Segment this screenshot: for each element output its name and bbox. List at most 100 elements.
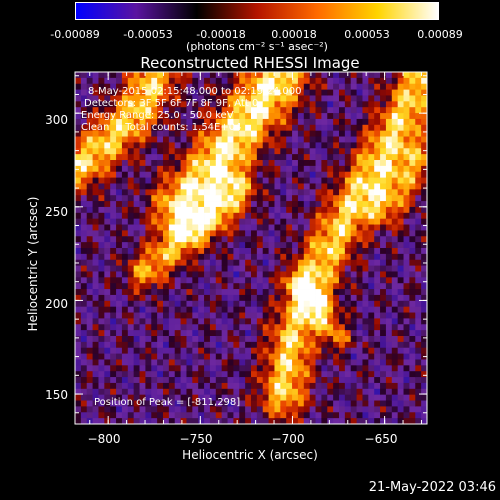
heatmap-cell xyxy=(362,195,369,202)
heatmap-cell xyxy=(344,412,352,419)
heatmap-cell xyxy=(221,218,228,225)
heatmap-cell xyxy=(180,160,187,167)
heatmap-cell xyxy=(280,160,287,167)
heatmap-cell xyxy=(221,89,228,96)
heatmap-cell xyxy=(339,77,346,85)
heatmap-cell xyxy=(163,359,170,366)
heatmap-cell xyxy=(356,253,363,261)
heatmap-cell xyxy=(75,183,82,190)
heatmap-cell xyxy=(127,341,135,349)
heatmap-cell xyxy=(333,230,340,237)
heatmap-cell xyxy=(233,388,240,396)
heatmap-cell xyxy=(86,130,93,137)
heatmap-cell xyxy=(221,400,228,407)
heatmap-cell xyxy=(145,353,152,360)
heatmap-cell xyxy=(303,218,311,225)
heatmap-cell xyxy=(297,347,305,354)
heatmap-cell xyxy=(198,412,205,419)
heatmap-cell xyxy=(415,212,422,220)
heatmap-cell xyxy=(421,400,428,407)
heatmap-cell xyxy=(256,218,264,225)
heatmap-cell xyxy=(391,242,399,249)
heatmap-cell xyxy=(292,201,299,208)
heatmap-cell xyxy=(327,95,334,102)
heatmap-cell xyxy=(356,183,363,190)
heatmap-cell xyxy=(245,347,252,354)
heatmap-cell xyxy=(280,277,287,284)
heatmap-cell xyxy=(209,107,217,114)
heatmap-cell xyxy=(116,277,123,284)
heatmap-cell xyxy=(415,347,422,354)
heatmap-cell xyxy=(204,242,211,249)
heatmap-cell xyxy=(315,347,322,354)
heatmap-cell xyxy=(245,242,252,249)
heatmap-cell xyxy=(268,242,275,249)
heatmap-cell xyxy=(380,347,387,354)
heatmap-cell xyxy=(292,72,299,79)
heatmap-cell xyxy=(151,294,158,302)
heatmap-cell xyxy=(262,206,269,214)
heatmap-cell xyxy=(380,306,387,313)
heatmap-cell xyxy=(344,118,352,126)
heatmap-cell xyxy=(80,347,88,354)
heatmap-cell xyxy=(339,89,346,96)
heatmap-cell xyxy=(321,371,328,378)
heatmap-cell xyxy=(403,148,410,155)
heatmap-cell xyxy=(409,107,416,114)
heatmap-cell xyxy=(75,406,82,413)
heatmap-cell xyxy=(368,72,375,79)
heatmap-cell xyxy=(397,365,404,372)
heatmap-cell xyxy=(421,324,428,331)
heatmap-cell xyxy=(221,294,228,302)
heatmap-cell xyxy=(251,206,258,214)
heatmap-cell xyxy=(297,336,305,343)
heatmap-cell xyxy=(262,177,269,184)
heatmap-cell xyxy=(280,253,287,261)
heatmap-cell xyxy=(262,289,269,296)
heatmap-cell xyxy=(151,312,158,319)
heatmap-cell xyxy=(174,406,181,413)
heatmap-cell xyxy=(204,353,211,360)
heatmap-cell xyxy=(139,242,146,249)
heatmap-cell xyxy=(86,265,93,272)
heatmap-cell xyxy=(221,248,228,255)
heatmap-cell xyxy=(227,201,234,208)
heatmap-cell xyxy=(209,365,217,372)
heatmap-cell xyxy=(409,248,416,255)
heatmap-cell xyxy=(127,271,135,278)
heatmap-cell xyxy=(262,165,269,173)
heatmap-cell xyxy=(327,113,334,120)
heatmap-cell xyxy=(139,371,146,378)
heatmap-cell xyxy=(321,300,328,308)
heatmap-cell xyxy=(380,142,387,149)
heatmap-cell xyxy=(221,312,228,319)
heatmap-cell xyxy=(110,253,117,261)
heatmap-cell xyxy=(209,341,217,349)
heatmap-cell xyxy=(215,365,223,372)
heatmap-cell xyxy=(92,318,99,325)
heatmap-cell xyxy=(309,371,316,378)
heatmap-cell xyxy=(86,388,93,396)
heatmap-cell xyxy=(380,124,387,132)
heatmap-cell xyxy=(309,377,316,384)
heatmap-cell xyxy=(198,406,205,413)
heatmap-cell xyxy=(391,72,399,79)
heatmap-cell xyxy=(110,130,117,137)
heatmap-cell xyxy=(280,418,287,425)
heatmap-cell xyxy=(151,148,158,155)
heatmap-cell xyxy=(145,95,152,102)
peak-position-annotation: Position of Peak = [-811,298] xyxy=(94,397,241,408)
heatmap-cell xyxy=(110,189,117,196)
clean-counts-annotation: Clean Total counts: 1.54E+04 xyxy=(81,122,242,133)
heatmap-cell xyxy=(350,154,357,161)
heatmap-cell xyxy=(280,224,287,231)
heatmap-cell xyxy=(245,259,252,266)
heatmap-cell xyxy=(127,201,135,208)
heatmap-cell xyxy=(256,330,264,337)
heatmap-cell xyxy=(385,160,393,167)
heatmap-cell xyxy=(327,154,334,161)
heatmap-cell xyxy=(356,371,363,378)
heatmap-cell xyxy=(80,95,88,102)
heatmap-cell xyxy=(280,72,287,79)
heatmap-cell xyxy=(151,253,158,261)
